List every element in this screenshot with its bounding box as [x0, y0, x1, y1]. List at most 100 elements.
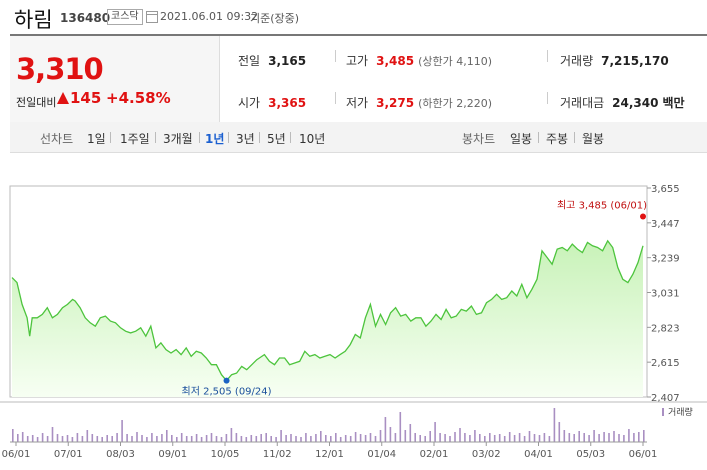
volume-bar: [598, 434, 600, 442]
tab-period-10y[interactable]: 10년: [299, 132, 326, 146]
tab-period-3m[interactable]: 3개월: [163, 132, 193, 146]
y-tick-label: 3,031: [651, 289, 680, 300]
volume-label: 거래량: [560, 54, 594, 68]
x-tick-label: 12/01: [315, 449, 344, 460]
volume-bar: [508, 432, 511, 442]
volume-bar: [190, 436, 193, 442]
divider: [199, 132, 200, 143]
volume-bar: [503, 436, 506, 442]
x-tick-label: 10/05: [211, 449, 240, 460]
amount-value: 24,340: [612, 96, 659, 110]
volume-bar: [424, 436, 426, 442]
volume-bar: [275, 437, 277, 442]
volume-bar: [498, 434, 501, 442]
tab-period-1y[interactable]: 1년: [205, 132, 225, 146]
tab-period-1w[interactable]: 1주일: [120, 132, 150, 146]
tab-period-1d[interactable]: 1일: [87, 132, 106, 146]
volume-bar: [454, 432, 456, 442]
tab-period-3y[interactable]: 3년: [236, 132, 255, 146]
high-label: 고가: [346, 54, 369, 68]
divider: [110, 132, 111, 143]
volume-bar: [335, 433, 337, 442]
divider: [259, 132, 260, 143]
volume-bar: [66, 435, 69, 442]
volume-bar: [315, 434, 317, 442]
volume-bar: [215, 436, 218, 442]
tab-candle-monthly[interactable]: 월봉: [582, 132, 605, 146]
volume-bar: [608, 433, 610, 442]
volume-bar: [265, 433, 267, 442]
volume-bar: [558, 422, 561, 442]
amount-cell: 거래대금 24,340 백만: [560, 94, 685, 111]
volume-bar: [136, 432, 138, 442]
volume-bar: [205, 435, 208, 442]
volume-bar: [364, 435, 367, 442]
low-value: 3,275: [376, 96, 415, 110]
y-tick-label: 3,447: [651, 219, 680, 230]
volume-bar: [250, 435, 253, 442]
divider: [155, 132, 156, 143]
volume-bar: [389, 427, 392, 442]
volume-bar: [409, 424, 412, 442]
volume-bar: [280, 430, 282, 442]
volume-bar: [414, 433, 416, 442]
volume-bar: [141, 435, 143, 442]
x-tick-label: 05/03: [576, 449, 605, 460]
volume-bar: [633, 433, 635, 442]
high-annotation: 최고 3,485 (06/01): [557, 199, 647, 211]
volume-bar: [523, 436, 526, 442]
high-marker: [640, 213, 646, 220]
volume-bar: [429, 431, 431, 442]
volume-bar: [518, 433, 521, 442]
volume-bar: [76, 433, 79, 442]
tab-candle-daily[interactable]: 일봉: [510, 132, 533, 146]
volume-bar: [111, 436, 113, 442]
volume-bar: [91, 434, 94, 442]
x-tick-label: 04/01: [524, 449, 553, 460]
divider: [335, 50, 336, 62]
volume-bar: [131, 436, 133, 442]
volume-bar: [459, 428, 461, 442]
up-arrow-icon: [57, 92, 69, 104]
volume-bar: [146, 437, 148, 442]
volume-bar: [325, 435, 327, 442]
volume-bar: [56, 434, 59, 442]
volume-bar: [339, 437, 342, 442]
y-axis-labels: 3,655 3,447 3,239 3,031 2,823 2,615 2,407: [651, 184, 680, 404]
x-tick-label: 06/01: [2, 449, 31, 460]
volume-bar: [240, 436, 243, 442]
volume-bar: [548, 436, 551, 442]
x-tick-label: 01/04: [367, 449, 396, 460]
volume-bar: [444, 434, 446, 442]
volume-bar: [61, 436, 64, 442]
volume-bar: [553, 408, 556, 442]
divider: [574, 132, 575, 143]
volume-bar: [489, 433, 491, 442]
calendar-icon: [146, 11, 158, 23]
tab-period-5y[interactable]: 5년: [267, 132, 286, 146]
volume-bar: [21, 432, 24, 442]
x-axis-labels: 06/01 07/01 08/03 09/01 10/05 11/02 12/01 01/04…: [2, 442, 658, 460]
volume-bar: [41, 433, 44, 442]
volume-panel: [10, 402, 707, 442]
volume-bar: [126, 434, 128, 442]
tab-candle-weekly[interactable]: 주봉: [546, 132, 569, 146]
volume-legend-swatch: [662, 408, 664, 416]
divider: [228, 132, 229, 143]
x-tick-label: 09/01: [158, 449, 187, 460]
volume-bar: [628, 429, 630, 442]
volume-bar: [538, 435, 541, 442]
x-tick-label: 08/03: [106, 449, 135, 460]
volume-bar: [330, 436, 332, 442]
volume-bar: [270, 436, 272, 442]
x-tick-label: 06/01: [629, 449, 658, 460]
volume-bar: [106, 435, 108, 442]
volume-bar: [46, 436, 49, 442]
y-tick-label: 2,615: [651, 358, 680, 369]
divider: [290, 132, 291, 143]
volume-bar: [543, 433, 546, 442]
volume-bar: [638, 432, 640, 442]
volume-bar: [116, 433, 118, 442]
volume-bar: [369, 433, 372, 442]
volume-bar: [573, 434, 575, 442]
